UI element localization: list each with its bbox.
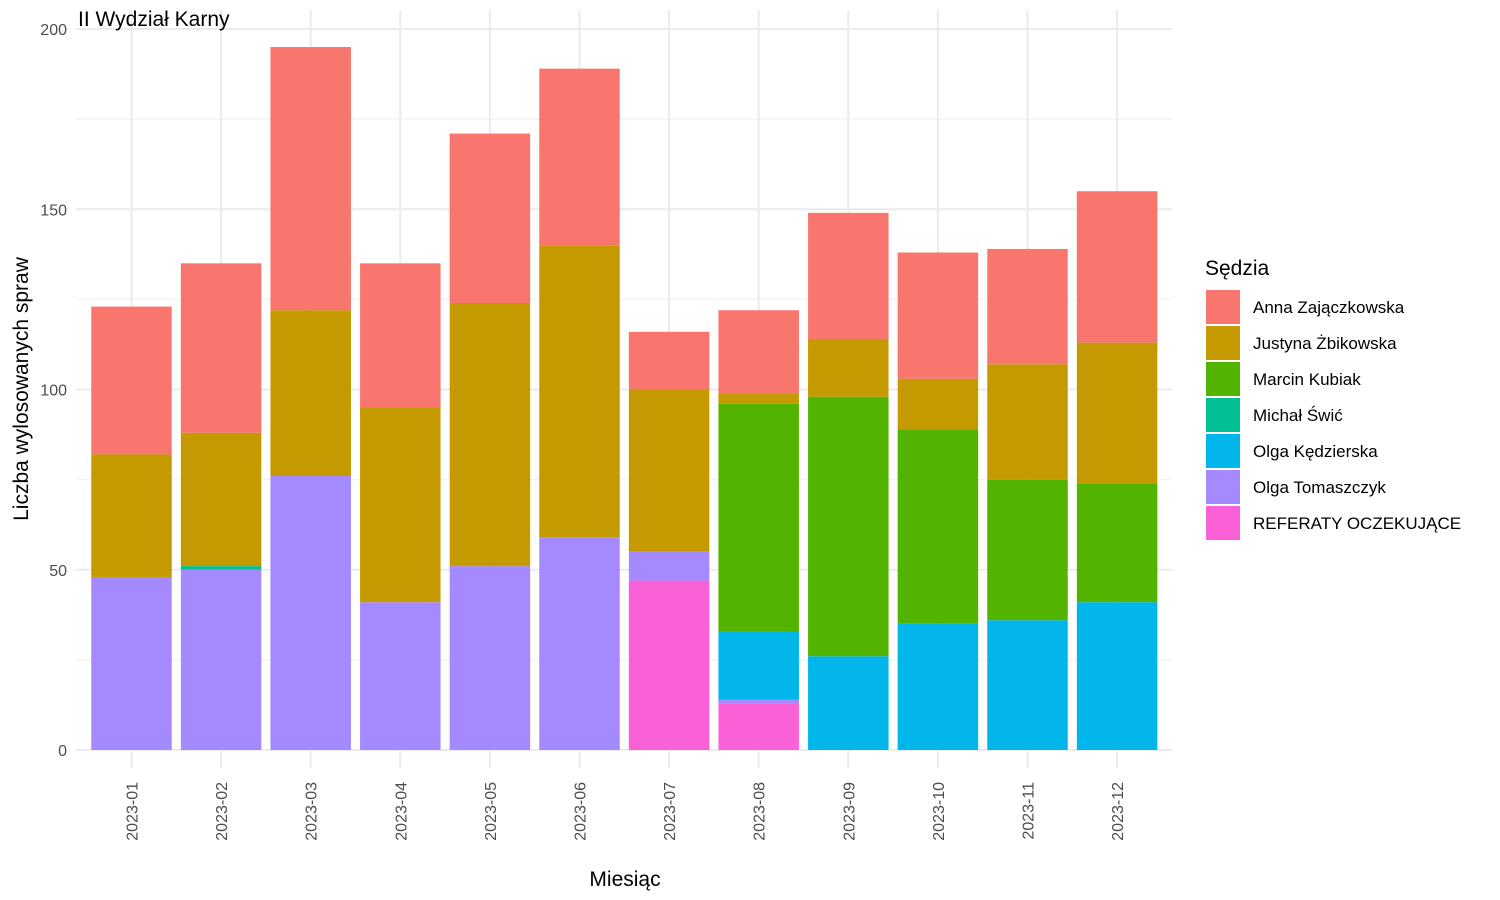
legend-label: Anna Zajączkowska: [1253, 298, 1405, 317]
x-axis-title: Miesiąc: [589, 868, 660, 891]
x-tick-label: 2023-02: [214, 782, 231, 841]
y-axis-title: Liczba wylosowanych spraw: [10, 256, 33, 521]
bar-segment: [180, 432, 262, 567]
legend-label: Michał Świć: [1253, 406, 1343, 425]
chart-title: II Wydział Karny: [78, 8, 230, 31]
legend-key: [1206, 398, 1240, 432]
legend: Sędzia Anna Zajączkowska Justyna Żbikowsk…: [1205, 257, 1461, 540]
bar-segment: [449, 302, 531, 567]
legend-key: [1206, 290, 1240, 324]
x-tick-label: 2023-04: [393, 782, 410, 841]
x-tick-label: 2023-05: [483, 782, 500, 841]
legend-label: Justyna Żbikowska: [1253, 334, 1397, 353]
bar-segment: [180, 569, 262, 750]
bar-segment: [539, 245, 620, 538]
bar-segment: [897, 252, 979, 379]
bar-segment: [91, 454, 172, 577]
bar-segment: [1076, 342, 1158, 484]
y-axis-ticks: 0 50 100 150 200: [40, 22, 67, 760]
legend-items: Anna Zajączkowska Justyna Żbikowska Marcin…: [1206, 290, 1461, 540]
bar-segment: [987, 248, 1068, 365]
x-tick-label: 2023-10: [931, 782, 948, 841]
x-tick-label: 2023-06: [573, 782, 590, 841]
bar-segment: [987, 620, 1068, 750]
x-tick-label: 2023-12: [1110, 782, 1127, 841]
legend-title: Sędzia: [1205, 257, 1270, 280]
bar-segment: [808, 396, 889, 657]
legend-key: [1206, 506, 1240, 540]
bar-segment: [897, 429, 979, 624]
y-tick-label: 50: [49, 563, 67, 580]
y-tick-label: 200: [40, 22, 67, 39]
bar-segment: [628, 551, 710, 581]
bar-segment: [718, 631, 799, 700]
bar-segment: [91, 576, 172, 750]
bar-segment: [628, 389, 710, 552]
bar-segment: [1076, 602, 1158, 750]
legend-key: [1206, 326, 1240, 360]
bar-segment: [808, 656, 889, 750]
bars: [91, 47, 1158, 750]
legend-label: Olga Kędzierska: [1253, 442, 1378, 461]
x-tick-label: 2023-03: [304, 782, 321, 841]
bar-segment: [718, 703, 799, 750]
legend-key: [1206, 434, 1240, 468]
bar-segment: [539, 537, 620, 750]
bar-segment: [180, 263, 262, 433]
bar-segment: [91, 306, 172, 455]
bar-segment: [808, 339, 889, 397]
legend-key: [1206, 470, 1240, 504]
bar-segment: [360, 602, 441, 750]
bar-segment: [628, 331, 710, 390]
bar-segment: [1076, 191, 1158, 343]
y-tick-label: 150: [40, 202, 67, 219]
bar-segment: [360, 407, 441, 603]
legend-label: Marcin Kubiak: [1253, 370, 1361, 389]
bar-segment: [449, 133, 531, 303]
x-tick-label: 2023-08: [752, 782, 769, 841]
bar-segment: [718, 403, 799, 632]
y-tick-label: 0: [58, 743, 67, 760]
x-tick-label: 2023-07: [662, 782, 679, 841]
bar-segment: [270, 476, 351, 750]
bar-segment: [628, 580, 710, 750]
bar-segment: [987, 479, 1068, 621]
legend-label: Olga Tomaszczyk: [1253, 478, 1386, 497]
bar-segment: [270, 47, 351, 311]
bar-segment: [987, 364, 1068, 480]
bar-segment: [539, 68, 620, 246]
x-tick-label: 2023-09: [841, 782, 858, 841]
bar-segment: [718, 393, 799, 404]
x-tick-label: 2023-11: [1021, 782, 1038, 840]
bar-segment: [449, 566, 531, 750]
bar-segment: [897, 378, 979, 430]
bar-segment: [808, 212, 889, 340]
bar-segment: [1076, 483, 1158, 603]
bar-segment: [360, 263, 441, 408]
x-tick-label: 2023-01: [125, 782, 142, 841]
y-tick-label: 100: [40, 383, 67, 400]
bar-segment: [180, 566, 262, 570]
bar-segment: [718, 699, 799, 704]
legend-label: REFERATY OCZEKUJĄCE: [1253, 514, 1461, 533]
bar-segment: [718, 310, 799, 394]
bar-segment: [897, 623, 979, 750]
bar-segment: [270, 310, 351, 477]
x-axis-ticks: 2023-01 2023-02 2023-03 2023-04 2023-05 2023-…: [125, 782, 1128, 841]
legend-key: [1206, 362, 1240, 396]
